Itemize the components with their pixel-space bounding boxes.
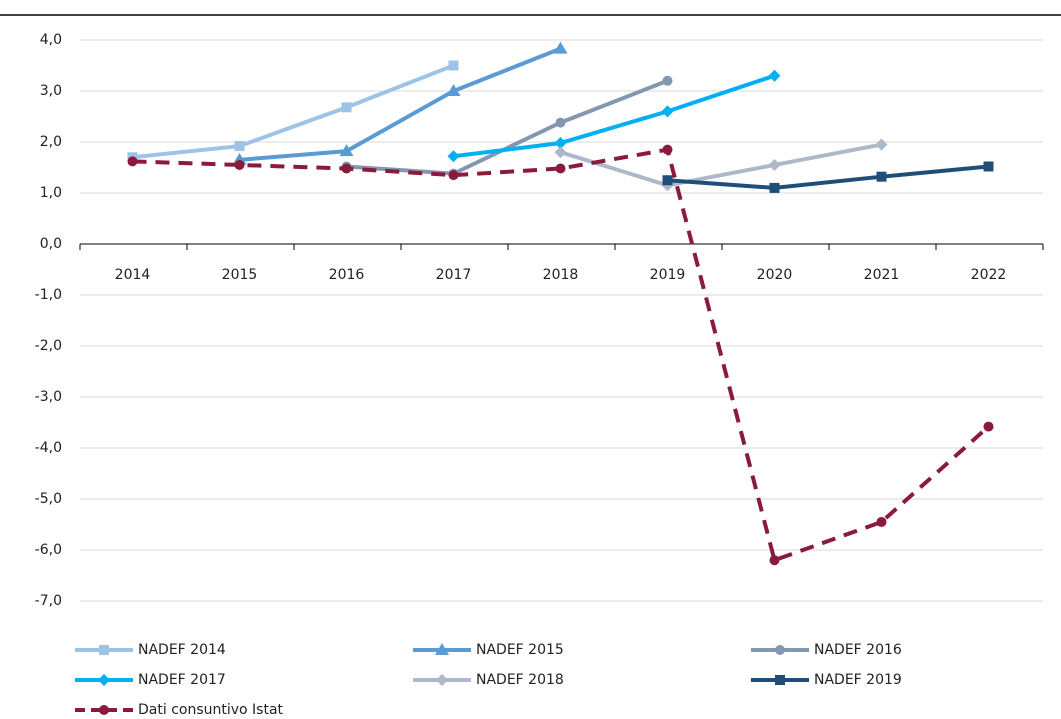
marker <box>662 175 673 186</box>
legend-marker <box>99 705 109 715</box>
legend-marker <box>435 643 449 655</box>
marker <box>341 102 352 113</box>
marker <box>555 163 566 174</box>
y-tick-label: -4,0 <box>35 440 62 456</box>
x-tick-label: 2019 <box>650 267 686 283</box>
x-tick-label: 2021 <box>864 267 900 283</box>
x-tick-label: 2017 <box>436 267 472 283</box>
y-tick-label: 1,0 <box>40 185 62 201</box>
marker <box>127 156 138 167</box>
marker <box>339 144 354 157</box>
series-line <box>132 147 990 563</box>
axis: -7,0 -6,0 -5,0 -4,0 -3,0 -2,0 -1,0 0,0 1,0 2,0 3,0… <box>35 32 1044 609</box>
series-line <box>239 46 562 162</box>
y-tick-label: -7,0 <box>35 593 62 609</box>
legend-label: NADEF 2017 <box>138 672 226 688</box>
marker <box>876 171 887 182</box>
marker <box>446 84 461 96</box>
marker <box>661 105 674 118</box>
marker <box>983 421 994 432</box>
marker <box>448 60 459 71</box>
x-tick-label: 2018 <box>543 267 579 283</box>
x-tick-label: 2020 <box>757 267 793 283</box>
marker <box>234 141 245 152</box>
y-tick-label: -5,0 <box>35 491 62 507</box>
legend-label: Dati consuntivo Istat <box>138 702 284 718</box>
marker <box>448 170 459 181</box>
marker <box>555 117 566 128</box>
y-tick-label: -3,0 <box>35 389 62 405</box>
legend-marker <box>99 645 109 655</box>
marker <box>341 163 352 174</box>
y-tick-label: 0,0 <box>40 236 62 252</box>
marker <box>768 69 781 82</box>
x-tick-label: 2015 <box>222 267 258 283</box>
marker <box>983 161 994 172</box>
marker <box>234 159 245 170</box>
legend-label: NADEF 2014 <box>138 642 226 658</box>
y-tick-label: -6,0 <box>35 542 62 558</box>
y-tick-label: 4,0 <box>40 32 62 48</box>
series-line <box>453 73 776 159</box>
lines <box>127 41 994 566</box>
marker <box>554 146 567 159</box>
marker <box>662 75 673 86</box>
marker <box>768 158 781 171</box>
legend-label: NADEF 2016 <box>814 642 902 658</box>
y-tick-label: -2,0 <box>35 338 62 354</box>
marker <box>769 182 780 193</box>
marker <box>875 138 888 151</box>
legend-marker <box>775 645 785 655</box>
marker <box>553 41 568 54</box>
marker <box>662 144 673 155</box>
marker <box>447 150 460 163</box>
legend-label: NADEF 2019 <box>814 672 902 688</box>
marker <box>769 555 780 566</box>
x-tick-label: 2016 <box>329 267 365 283</box>
legend: NADEF 2014 NADEF 2015 NADEF 2016 NADEF 2017… <box>75 642 902 718</box>
y-tick-label: -1,0 <box>35 287 62 303</box>
y-tick-label: 3,0 <box>40 83 62 99</box>
legend-label: NADEF 2015 <box>476 642 564 658</box>
series-line <box>132 63 455 160</box>
y-tick-label: 2,0 <box>40 134 62 150</box>
x-tick-label: 2022 <box>971 267 1007 283</box>
marker <box>876 516 887 527</box>
marker <box>554 137 567 150</box>
series-line <box>667 164 989 190</box>
legend-marker <box>775 675 785 685</box>
legend-label: NADEF 2018 <box>476 672 564 688</box>
x-tick-label: 2014 <box>115 267 151 283</box>
series-line <box>559 142 882 188</box>
legend-marker <box>436 674 448 686</box>
legend-marker <box>98 674 110 686</box>
